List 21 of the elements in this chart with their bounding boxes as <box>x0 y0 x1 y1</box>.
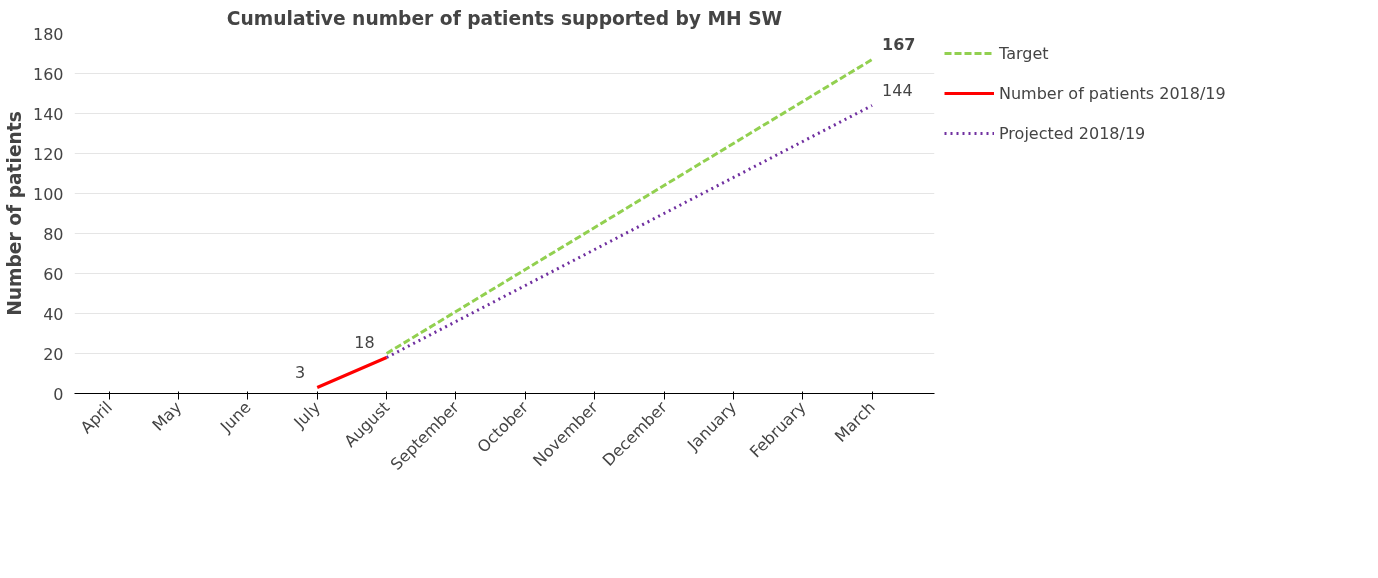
legend-label: Target <box>999 43 1049 63</box>
y-tick-label: 20 <box>43 344 64 364</box>
y-tick-label: 60 <box>43 264 64 284</box>
y-tick-label: 40 <box>43 304 64 324</box>
data-label: 167 <box>882 34 916 54</box>
y-tick-label: 120 <box>32 144 64 164</box>
y-tick-label: 160 <box>32 64 64 84</box>
y-tick-label: 80 <box>43 224 64 244</box>
line-series <box>385 104 874 359</box>
y-tick-label: 0 <box>53 384 64 404</box>
y-tick-label: 180 <box>32 24 64 44</box>
chart-title: Cumulative number of patients supported by MH SW <box>226 7 783 29</box>
data-label: 18 <box>354 332 375 352</box>
data-label: 3 <box>295 362 306 382</box>
y-axis-title: Number of patients <box>3 111 25 316</box>
legend-label: Number of patients 2018/19 <box>999 83 1226 103</box>
y-tick-label: 100 <box>32 184 64 204</box>
legend-label: Projected 2018/19 <box>999 123 1146 143</box>
y-tick-label: 140 <box>32 104 64 124</box>
data-label: 144 <box>882 80 913 100</box>
line-series <box>385 58 874 355</box>
